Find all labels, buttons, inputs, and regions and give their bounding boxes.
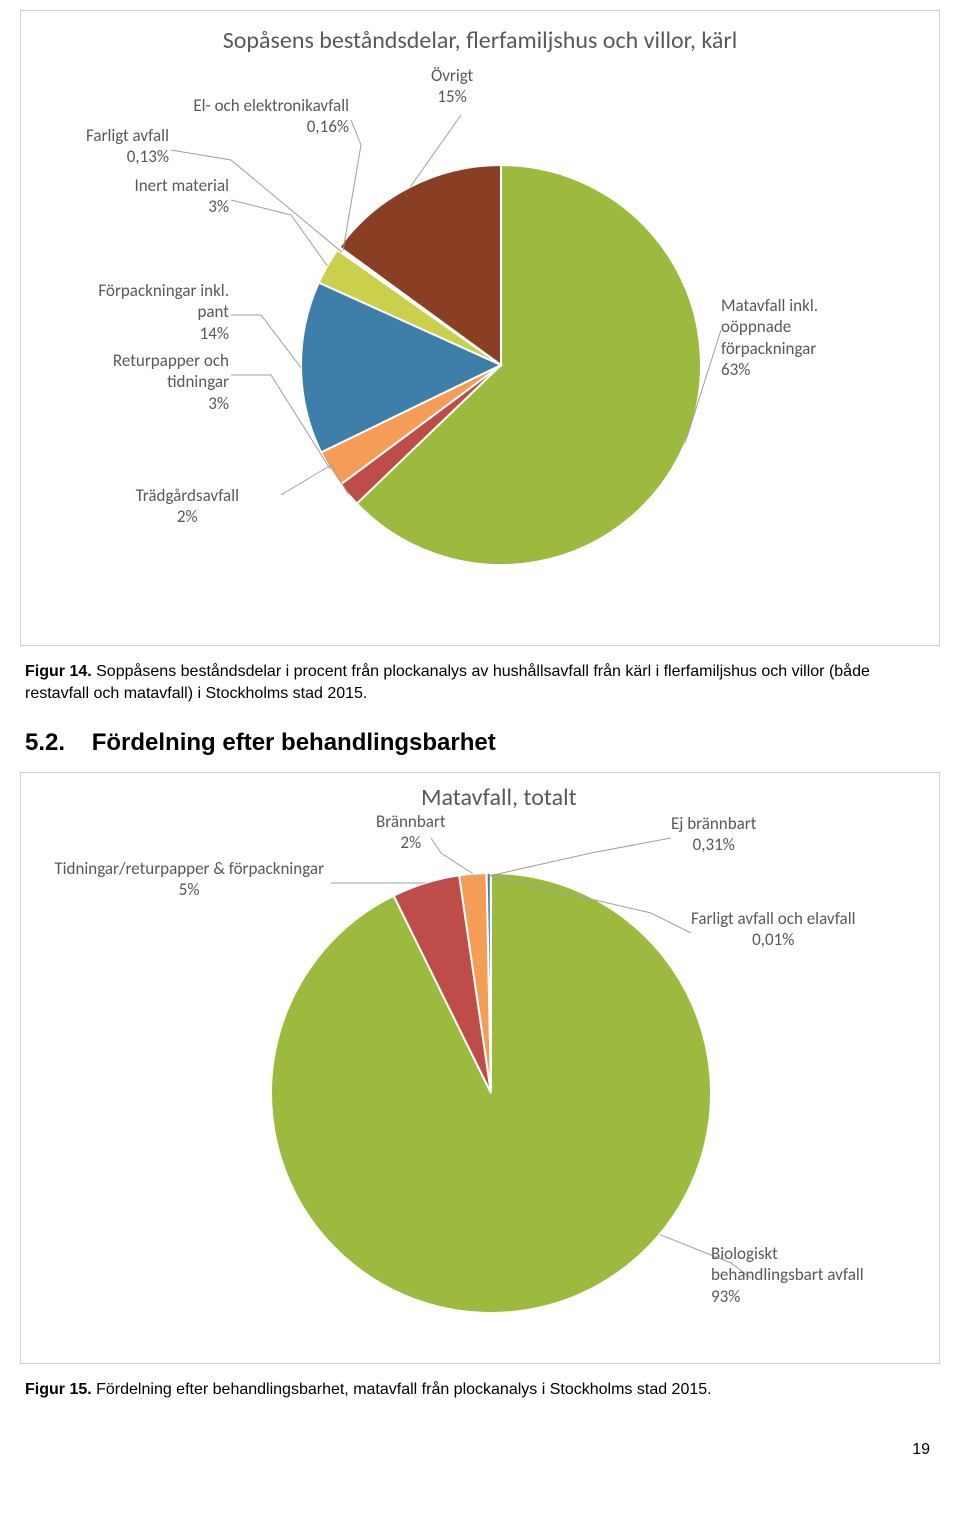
label-brannbart: Brännbart 2% [376,811,446,854]
label-biologiskt: Biologiskt behandlingsbart avfall 93% [711,1243,864,1307]
label-ejbrannbart: Ej brännbart 0,31% [671,813,756,856]
chart2-box: Matavfall, totalt Biologiskt behandlings… [20,772,940,1364]
chart1-area: Matavfall inkl. oöppnade förpackningar 6… [31,65,929,625]
page-number: 19 [0,1441,930,1459]
chart2-title-label: Matavfall, totalt [421,783,577,813]
figure14-caption: Figur 14. Soppåsens beståndsdelar i proc… [25,661,935,704]
label-matavfall: Matavfall inkl. oöppnade förpackningar 6… [721,295,818,380]
label-tradgard: Trädgårdsavfall 2% [136,485,239,528]
chart2-area: Matavfall, totalt Biologiskt behandlings… [31,783,929,1343]
label-inert: Inert material 3% [134,175,229,218]
label-returpapper: Returpapper och tidningar 3% [113,350,229,414]
label-farligt: Farligt avfall 0,13% [86,125,169,168]
label-forpack: Förpackningar inkl. pant 14% [98,280,229,344]
figure15-caption: Figur 15. Fördelning efter behandlingsba… [25,1379,935,1401]
chart1-box: Sopåsens beståndsdelar, flerfamiljshus o… [20,10,940,646]
label-elektronik: El- och elektronikavfall 0,16% [193,95,349,138]
label-tidningar: Tidningar/returpapper & förpackningar 5% [54,858,324,901]
chart1-title: Sopåsens beståndsdelar, flerfamiljshus o… [31,26,929,55]
section-heading: 5.2. Fördelning efter behandlingsbarhet [25,729,935,757]
label-ovrigt: Övrigt 15% [431,65,473,108]
label-farligtel: Farligt avfall och elavfall 0,01% [691,908,856,951]
